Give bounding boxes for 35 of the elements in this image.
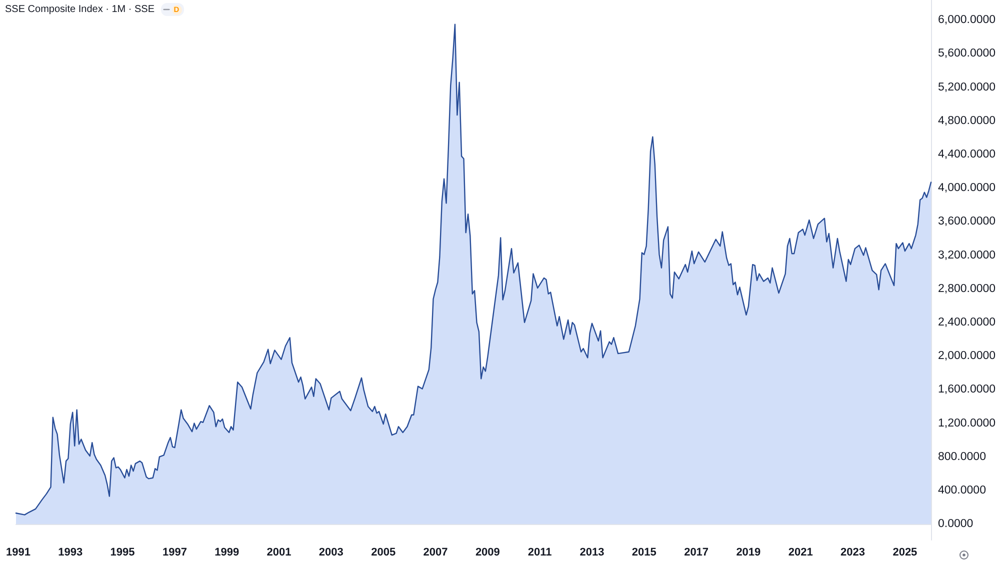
- y-tick-label: 2,400.0000: [938, 316, 996, 328]
- x-tick-label: 2011: [528, 546, 552, 558]
- x-tick-label: 1997: [162, 546, 187, 558]
- x-tick-label: 2013: [580, 546, 604, 558]
- x-tick-label: 2009: [475, 546, 500, 558]
- y-tick-label: 4,400.0000: [938, 148, 996, 161]
- x-tick-label: 2025: [892, 546, 918, 558]
- x-tick-label: 2017: [684, 546, 709, 558]
- x-tick-label: 2015: [632, 546, 656, 558]
- y-tick-label: 5,200.0000: [938, 81, 996, 94]
- y-tick-label: 1,200.0000: [938, 417, 996, 430]
- x-tick-label: 2005: [371, 546, 396, 558]
- y-tick-label: 1,600.0000: [938, 384, 996, 396]
- x-tick-label: 2019: [736, 546, 761, 558]
- y-tick-label: 4,800.0000: [938, 114, 996, 127]
- x-tick-label: 2021: [788, 546, 813, 558]
- y-tick-label: 5,600.0000: [938, 48, 996, 60]
- x-tick-label: 1999: [214, 546, 240, 558]
- y-tick-label: 3,200.0000: [938, 249, 996, 262]
- x-tick-label: 2003: [318, 546, 344, 558]
- y-tick-label: 6,000.0000: [938, 14, 996, 26]
- x-tick-label: 1995: [110, 546, 135, 558]
- x-tick-label: 2007: [423, 546, 448, 558]
- y-tick-label: 2,000.0000: [938, 350, 996, 362]
- x-tick-label: 1993: [58, 546, 83, 558]
- y-tick-label: 400.0000: [938, 484, 986, 496]
- x-tick-label: 1991: [6, 546, 30, 558]
- x-tick-label: 2001: [266, 546, 292, 558]
- x-tick-label: 2023: [840, 546, 865, 558]
- y-tick-label: 2,800.0000: [938, 282, 996, 295]
- y-tick-label: 4,000.0000: [938, 182, 996, 194]
- y-tick-label: 0.0000: [938, 518, 974, 530]
- y-tick-label: 800.0000: [938, 450, 986, 463]
- chart-title: SSE Composite Index · 1M · SSE: [5, 4, 155, 15]
- y-tick-label: 3,600.0000: [938, 216, 996, 228]
